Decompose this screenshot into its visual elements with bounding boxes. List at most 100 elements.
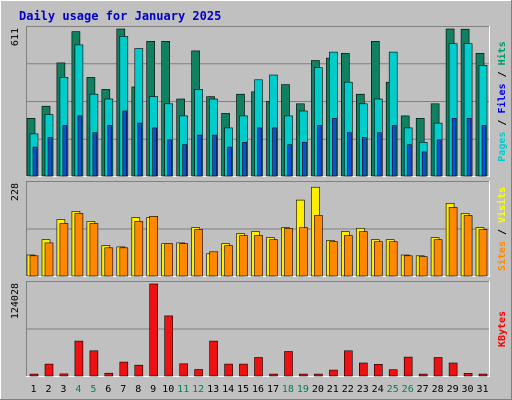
bar-kbytes-day-14 <box>224 363 233 377</box>
bar-pages-day-20 <box>317 125 322 177</box>
bar-kbytes-day-20 <box>314 373 323 377</box>
x-tick-day-2: 2 <box>45 384 51 395</box>
bar-pages-day-26 <box>406 144 412 177</box>
bar-pages-day-4 <box>77 115 83 177</box>
bar-pages-day-22 <box>346 132 352 177</box>
bar-pages-day-14 <box>227 146 232 177</box>
bar-pages-day-11 <box>182 144 187 177</box>
bar-sites-day-11 <box>179 243 188 277</box>
bar-sites-day-24 <box>373 241 383 277</box>
bar-kbytes-day-15 <box>239 363 248 377</box>
bar-sites-day-23 <box>358 231 368 277</box>
x-tick-day-14: 14 <box>222 384 234 395</box>
panel-visits-sites: 228 Sites / Visits <box>10 181 508 277</box>
bar-pages-day-13 <box>212 134 217 177</box>
bar-sites-day-9 <box>149 216 158 277</box>
x-tick-day-10: 10 <box>162 384 174 395</box>
x-tick-day-16: 16 <box>252 384 264 395</box>
bar-pages-day-7 <box>122 110 128 177</box>
bar-pages-day-9 <box>152 127 157 177</box>
bar-kbytes-day-5 <box>89 350 99 377</box>
bar-pages-day-25 <box>391 125 397 177</box>
bar-pages-day-2 <box>47 137 53 177</box>
bar-pages-day-29 <box>451 118 457 177</box>
x-tick-day-4: 4 <box>75 384 81 395</box>
x-tick-day-11: 11 <box>177 384 189 395</box>
x-tick-day-21: 21 <box>327 384 339 395</box>
bar-kbytes-day-10 <box>164 315 173 377</box>
x-axis-ticks: 1 2 3 4 5 6 7 8 9 10 11 12 13 14 15 16 17 18 19 20 21 22 23 24 2… <box>30 384 488 395</box>
bar-sites-day-29 <box>448 207 458 277</box>
bar-kbytes-day-26 <box>403 356 413 377</box>
bar-sites-day-27 <box>418 256 428 277</box>
bar-sites-day-7 <box>119 247 129 277</box>
x-tick-day-12: 12 <box>192 384 204 395</box>
bar-pages-day-21 <box>332 118 337 177</box>
bar-kbytes-day-3 <box>59 373 69 377</box>
bar-kbytes-day-11 <box>179 363 188 377</box>
y-max-label: 228 <box>10 183 21 201</box>
bar-kbytes-day-27 <box>418 373 428 377</box>
bar-kbytes-day-19 <box>299 373 308 377</box>
y-max-label: 611 <box>10 28 21 46</box>
bar-sites-day-31 <box>478 229 488 277</box>
bar-kbytes-day-31 <box>478 373 488 377</box>
legend-visits-sites: Sites / Visits <box>496 187 508 271</box>
bar-pages-day-10 <box>167 139 172 177</box>
bar-kbytes-day-2 <box>44 363 54 377</box>
legend-item-hits: Hits <box>496 41 508 65</box>
x-tick-day-18: 18 <box>282 384 294 395</box>
x-tick-day-7: 7 <box>120 384 126 395</box>
legend-separator: / <box>497 65 508 83</box>
bar-kbytes-day-16 <box>254 357 263 377</box>
bar-sites-day-8 <box>134 221 144 277</box>
bar-kbytes-day-1 <box>29 373 39 377</box>
x-tick-day-31: 31 <box>476 384 488 395</box>
x-tick-day-8: 8 <box>135 384 141 395</box>
x-tick-day-5: 5 <box>90 384 96 395</box>
x-tick-day-20: 20 <box>312 384 324 395</box>
bar-sites-day-16 <box>254 235 263 277</box>
bar-pages-day-17 <box>272 127 277 177</box>
x-tick-day-22: 22 <box>342 384 354 395</box>
bar-sites-day-25 <box>388 241 398 277</box>
bar-pages-day-31 <box>481 125 487 177</box>
bar-kbytes-day-28 <box>433 357 443 377</box>
bar-sites-day-1 <box>29 255 39 277</box>
bar-sites-day-5 <box>89 223 99 277</box>
bar-kbytes-day-7 <box>119 361 129 377</box>
panels-group: 611 Pages / Files / Hits 228 Sites / Visits… <box>10 26 508 377</box>
bar-pages-day-8 <box>137 122 143 177</box>
x-tick-day-15: 15 <box>237 384 249 395</box>
bar-sites-day-12 <box>194 229 203 277</box>
bar-sites-day-17 <box>269 239 278 277</box>
bar-pages-day-24 <box>376 132 382 177</box>
x-tick-day-27: 27 <box>417 384 429 395</box>
x-tick-day-3: 3 <box>60 384 66 395</box>
bar-pages-day-18 <box>287 144 292 177</box>
bar-kbytes-day-13 <box>209 340 218 377</box>
x-tick-day-25: 25 <box>387 384 399 395</box>
panel-hits-files-pages: 611 Pages / Files / Hits <box>10 26 508 177</box>
x-tick-day-26: 26 <box>402 384 414 395</box>
bar-pages-day-16 <box>257 127 262 177</box>
bar-kbytes-day-24 <box>373 363 383 377</box>
bar-sites-day-26 <box>403 255 413 277</box>
bar-pages-day-6 <box>107 125 113 177</box>
x-tick-day-6: 6 <box>105 384 111 395</box>
bar-pages-day-15 <box>242 142 247 177</box>
bar-kbytes-day-25 <box>388 369 398 377</box>
x-tick-day-29: 29 <box>447 384 459 395</box>
bar-kbytes-day-21 <box>329 369 338 377</box>
bar-sites-day-30 <box>463 215 473 277</box>
bar-sites-day-13 <box>209 251 218 277</box>
x-tick-day-19: 19 <box>297 384 309 395</box>
bar-pages-day-5 <box>92 132 98 177</box>
legend-kbytes: KBytes <box>497 311 508 347</box>
bar-sites-day-21 <box>329 241 338 277</box>
bar-sites-day-2 <box>44 242 54 277</box>
legend-separator: / <box>497 223 508 241</box>
x-tick-day-13: 13 <box>207 384 219 395</box>
bar-sites-day-4 <box>74 213 84 277</box>
bar-kbytes-day-4 <box>74 340 84 377</box>
